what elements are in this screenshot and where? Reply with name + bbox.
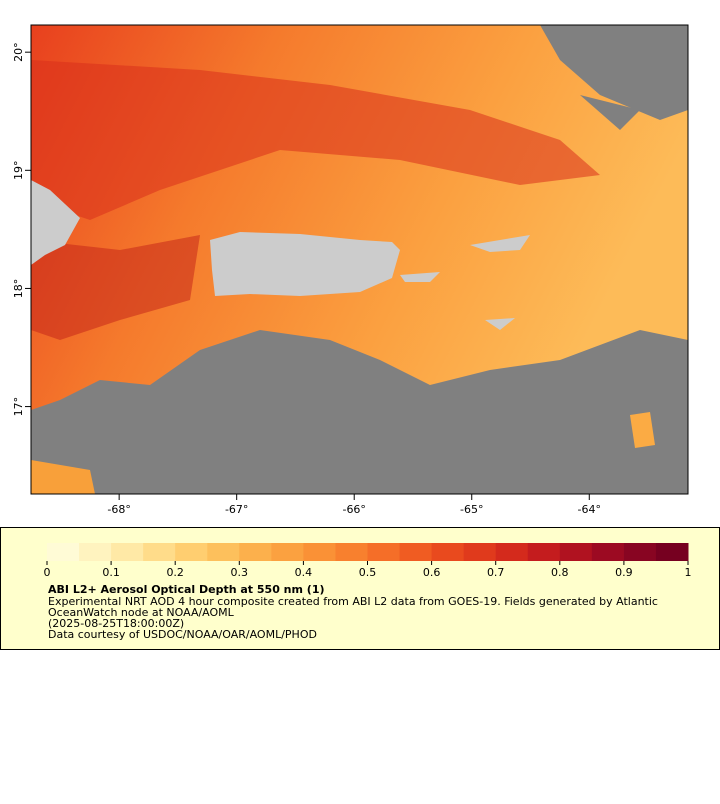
colorbar-cell [79,543,112,561]
colorbar-cell [431,543,465,561]
colorbar-cell [399,543,433,561]
colorbar: 0 0.1 0.2 0.3 0.4 0.5 0.6 0.7 0.8 0.9 1 [44,543,692,579]
colorbar-tick-label: 0.8 [551,566,569,579]
colorbar-tick-label: 0.7 [487,566,505,579]
colorbar-cell [367,543,401,561]
legend-title: ABI L2+ Aerosol Optical Depth at 550 nm … [48,583,325,596]
colorbar-cell [623,543,657,561]
aerosol-field [31,460,95,494]
legend-line: (2025-08-25T18:00:00Z) [48,617,184,630]
axes: -68° -67° -66° -65° -64° 20° 19° 18° 17° [12,42,601,516]
y-tick-label: 19° [12,161,25,181]
colorbar-cell [47,543,80,561]
colorbar-cell [271,543,304,561]
colorbar-tick-label: 0 [44,566,51,579]
colorbar-cell [111,543,144,561]
legend-line: Data courtesy of USDOC/NOAA/OAR/AOML/PHO… [48,628,317,641]
land [400,235,530,330]
x-tick-label: -65° [460,503,483,516]
colorbar-cell [239,543,272,561]
colorbar-tick-label: 1 [685,566,692,579]
colorbar-tick-label: 0.4 [295,566,313,579]
colorbar-tick-label: 0.3 [231,566,249,579]
colorbar-cell [207,543,240,561]
aerosol-field [630,412,655,448]
y-tick-label: 20° [12,42,25,62]
x-tick-label: -64° [578,503,601,516]
colorbar-tick-label: 0.2 [166,566,184,579]
land [210,232,400,296]
colorbar-cell [143,543,176,561]
colorbar-cell [527,543,561,561]
land [31,180,80,265]
colorbar-cell [559,543,593,561]
no-data-area [560,25,688,130]
legend-line: OceanWatch node at NOAA/AOML [48,606,235,619]
colorbar-tick-label: 0.9 [615,566,633,579]
y-tick-label: 17° [12,397,25,417]
high-aod-band [31,60,600,220]
colorbar-cell [335,543,368,561]
colorbar-tick-label: 0.5 [359,566,377,579]
colorbar-tick-label: 0.6 [423,566,441,579]
x-tick-label: -66° [342,503,365,516]
colorbar-cell [463,543,497,561]
x-tick-label: -68° [107,503,130,516]
colorbar-cell [495,543,529,561]
colorbar-cell [591,543,625,561]
high-aod-band [31,235,200,340]
legend-line: Experimental NRT AOD 4 hour composite cr… [48,595,658,608]
colorbar-tick-label: 0.1 [102,566,120,579]
colorbar-cell [175,543,208,561]
map-frame [30,24,689,495]
colorbar-cell [303,543,336,561]
y-tick-label: 18° [12,279,25,299]
colorbar-cell [655,543,689,561]
map-field [31,25,688,494]
x-tick-label: -67° [225,503,248,516]
